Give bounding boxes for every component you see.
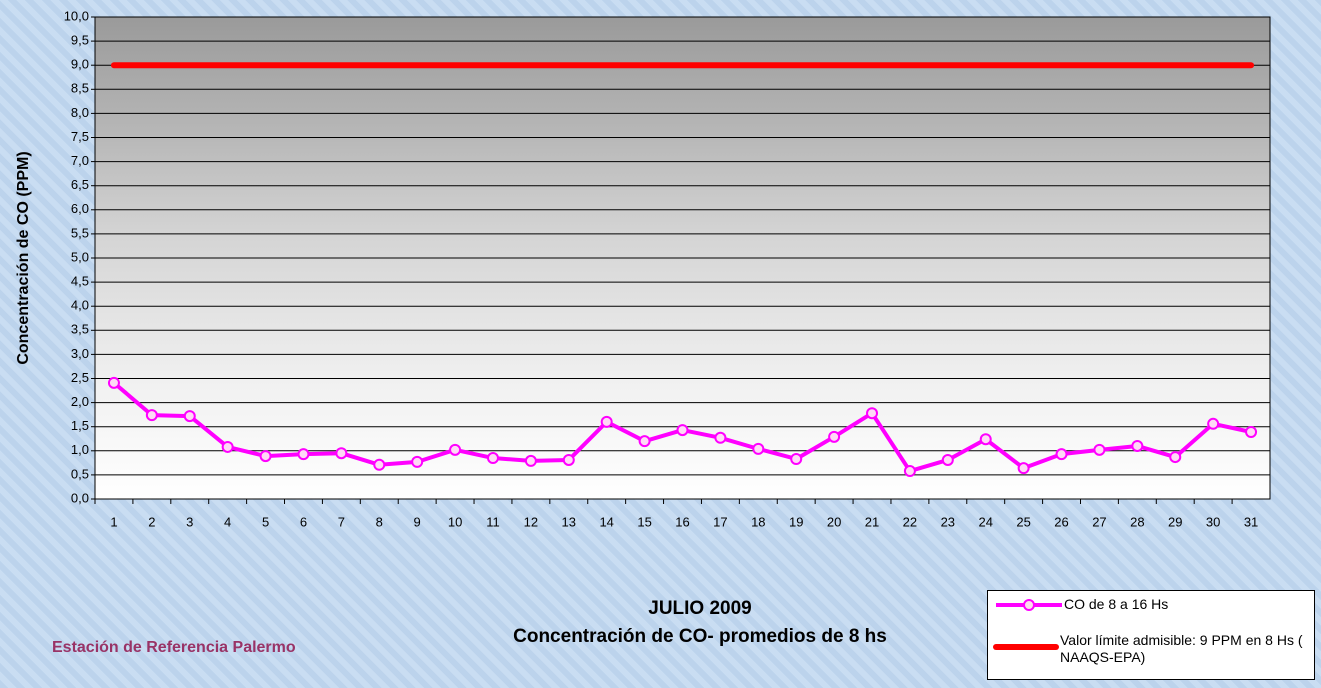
legend: CO de 8 a 16 Hs Valor límite admisible: … bbox=[987, 590, 1315, 680]
y-tick-label: 0,5 bbox=[71, 466, 89, 481]
x-tick-label: 16 bbox=[675, 514, 689, 529]
data-point bbox=[602, 417, 612, 427]
x-tick-label: 12 bbox=[524, 514, 538, 529]
x-tick-label: 29 bbox=[1168, 514, 1182, 529]
y-tick-label: 8,5 bbox=[71, 81, 89, 96]
y-tick-label: 0,0 bbox=[71, 490, 89, 505]
x-tick-label: 22 bbox=[903, 514, 917, 529]
legend-label: Valor límite admisible: 9 PPM en 8 Hs ( … bbox=[1060, 632, 1310, 666]
x-tick-label: 20 bbox=[827, 514, 841, 529]
y-tick-label: 6,5 bbox=[71, 177, 89, 192]
y-tick-label: 8,0 bbox=[71, 105, 89, 120]
x-tick-label: 17 bbox=[713, 514, 727, 529]
legend-symbol bbox=[988, 637, 1068, 657]
y-axis-label: Concentración de CO (PPM) bbox=[15, 151, 32, 364]
y-tick-label: 9,0 bbox=[71, 57, 89, 72]
x-tick-label: 5 bbox=[262, 514, 269, 529]
data-point bbox=[905, 466, 915, 476]
x-tick-label: 25 bbox=[1016, 514, 1030, 529]
x-tick-label: 23 bbox=[941, 514, 955, 529]
chart-subtitle: Concentración de CO- promedios de 8 hs bbox=[513, 626, 887, 647]
y-tick-label: 7,5 bbox=[71, 129, 89, 144]
data-point bbox=[223, 442, 233, 452]
x-tick-label: 3 bbox=[186, 514, 193, 529]
chart: Concentración de CO (PPM) JULIO 2009 Con… bbox=[0, 0, 1321, 688]
x-tick-label: 26 bbox=[1054, 514, 1068, 529]
x-tick-label: 28 bbox=[1130, 514, 1144, 529]
data-point bbox=[867, 408, 877, 418]
data-point bbox=[374, 460, 384, 470]
x-tick-label: 18 bbox=[751, 514, 765, 529]
data-point bbox=[336, 448, 346, 458]
data-point bbox=[147, 410, 157, 420]
data-point bbox=[1057, 449, 1067, 459]
legend-symbol bbox=[988, 595, 1068, 615]
x-tick-label: 8 bbox=[376, 514, 383, 529]
x-tick-label: 4 bbox=[224, 514, 231, 529]
x-tick-label: 13 bbox=[562, 514, 576, 529]
x-tick-label: 14 bbox=[599, 514, 613, 529]
x-tick-label: 19 bbox=[789, 514, 803, 529]
y-tick-label: 7,0 bbox=[71, 153, 89, 168]
legend-label: CO de 8 a 16 Hs bbox=[1064, 596, 1314, 613]
x-tick-label: 24 bbox=[978, 514, 992, 529]
y-tick-label: 4,5 bbox=[71, 274, 89, 289]
x-tick-label: 11 bbox=[486, 514, 500, 529]
data-point bbox=[526, 456, 536, 466]
y-tick-label: 3,0 bbox=[71, 346, 89, 361]
data-point bbox=[298, 449, 308, 459]
data-point bbox=[981, 434, 991, 444]
legend-entry: Valor límite admisible: 9 PPM en 8 Hs ( … bbox=[988, 631, 1314, 671]
y-tick-label: 5,5 bbox=[71, 225, 89, 240]
x-tick-label: 15 bbox=[637, 514, 651, 529]
y-tick-label: 10,0 bbox=[64, 8, 89, 23]
legend-entry: CO de 8 a 16 Hs bbox=[988, 595, 1314, 615]
data-point bbox=[185, 411, 195, 421]
y-tick-label: 9,5 bbox=[71, 33, 89, 48]
y-tick-label: 1,5 bbox=[71, 418, 89, 433]
data-point bbox=[488, 453, 498, 463]
data-point bbox=[1094, 445, 1104, 455]
chart-title: JULIO 2009 bbox=[648, 598, 752, 619]
y-tick-label: 4,0 bbox=[71, 298, 89, 313]
data-point bbox=[1170, 452, 1180, 462]
x-tick-label: 2 bbox=[148, 514, 155, 529]
y-tick-label: 2,0 bbox=[71, 394, 89, 409]
y-tick-label: 1,0 bbox=[71, 442, 89, 457]
x-tick-label: 21 bbox=[865, 514, 879, 529]
y-tick-label: 6,0 bbox=[71, 201, 89, 216]
x-tick-label: 6 bbox=[300, 514, 307, 529]
x-tick-label: 1 bbox=[110, 514, 117, 529]
data-point bbox=[678, 425, 688, 435]
y-tick-label: 5,0 bbox=[71, 249, 89, 264]
data-point bbox=[450, 445, 460, 455]
data-point bbox=[715, 433, 725, 443]
data-point bbox=[1246, 427, 1256, 437]
data-point bbox=[1019, 463, 1029, 473]
x-tick-label: 10 bbox=[448, 514, 462, 529]
data-point bbox=[564, 455, 574, 465]
x-tick-label: 27 bbox=[1092, 514, 1106, 529]
page: Concentración de CO (PPM) JULIO 2009 Con… bbox=[0, 0, 1321, 688]
data-point bbox=[791, 454, 801, 464]
x-tick-label: 7 bbox=[338, 514, 345, 529]
data-point bbox=[829, 432, 839, 442]
data-point bbox=[640, 436, 650, 446]
x-tick-label: 30 bbox=[1206, 514, 1220, 529]
annotation: Estación de Referencia Palermo bbox=[52, 639, 296, 656]
y-tick-label: 2,5 bbox=[71, 370, 89, 385]
y-tick-label: 3,5 bbox=[71, 322, 89, 337]
data-point bbox=[412, 457, 422, 467]
data-point bbox=[261, 451, 271, 461]
data-point bbox=[1208, 419, 1218, 429]
data-point bbox=[943, 455, 953, 465]
data-point bbox=[109, 378, 119, 388]
data-point bbox=[753, 444, 763, 454]
x-tick-label: 9 bbox=[414, 514, 421, 529]
x-tick-label: 31 bbox=[1244, 514, 1258, 529]
data-point bbox=[1132, 441, 1142, 451]
